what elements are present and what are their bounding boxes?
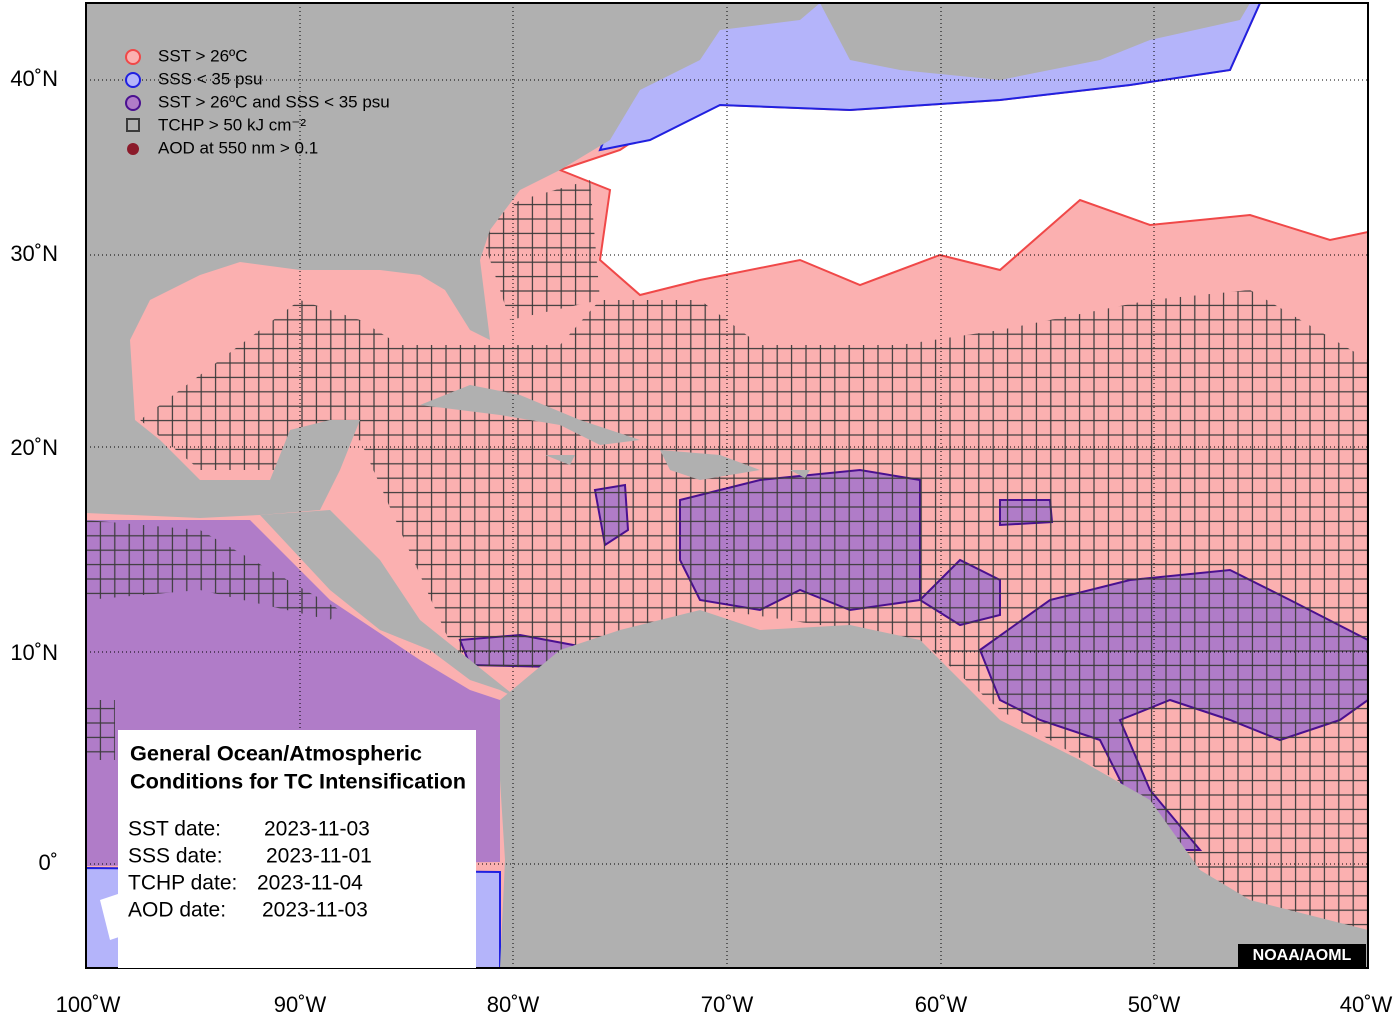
y-tick-label: 20˚N	[10, 435, 58, 460]
island	[420, 385, 810, 480]
legend-label: TCHP > 50 kJ cm⁻²	[158, 115, 306, 134]
legend-marker	[125, 72, 141, 88]
credit: NOAA/AOML	[1253, 947, 1352, 964]
info-box: General Ocean/Atmospheric Conditions for…	[118, 730, 476, 968]
credit-bg	[1238, 944, 1366, 967]
date-label: SST date:	[128, 818, 221, 841]
y-tick-label: 40˚N	[10, 66, 58, 91]
info-title: Conditions for TC Intensification	[130, 771, 466, 794]
x-tick-label: 90˚W	[274, 992, 327, 1017]
legend: SST > 26ºC SSS < 35 psu SST > 26ºC and S…	[125, 46, 390, 157]
legend-label: AOD at 550 nm > 0.1	[158, 138, 318, 157]
x-tick-label: 100˚W	[56, 992, 121, 1017]
frame	[85, 2, 1369, 969]
date-value: 2023-11-03	[262, 899, 368, 922]
info-title: General Ocean/Atmospheric	[130, 743, 422, 766]
land	[86, 3, 820, 518]
x-axis: 100˚W 90˚W 80˚W 70˚W 60˚W 50˚W 40˚W	[56, 992, 1393, 1017]
x-tick-label: 80˚W	[487, 992, 540, 1017]
y-axis: 40˚N 30˚N 20˚N 10˚N 0˚	[10, 66, 58, 875]
date-value: 2023-11-01	[266, 845, 372, 868]
legend-marker	[127, 143, 139, 155]
date-label: AOD date:	[128, 899, 226, 922]
x-tick-label: 40˚W	[1340, 992, 1393, 1017]
date-value: 2023-11-04	[257, 872, 363, 895]
x-tick-label: 60˚W	[915, 992, 968, 1017]
legend-marker	[126, 118, 140, 132]
info-box-bg	[118, 730, 476, 968]
y-tick-label: 0˚	[38, 850, 58, 875]
legend-label: SST > 26ºC and SSS < 35 psu	[158, 92, 390, 111]
date-label: TCHP date:	[128, 872, 237, 895]
legend-marker	[125, 49, 141, 65]
legend-marker	[125, 95, 141, 111]
x-tick-label: 50˚W	[1128, 992, 1181, 1017]
date-value: 2023-11-03	[264, 818, 370, 841]
y-tick-label: 10˚N	[10, 640, 58, 665]
legend-label: SSS < 35 psu	[158, 69, 262, 88]
land	[820, 3, 1250, 80]
legend-label: SST > 26ºC	[158, 46, 248, 65]
y-tick-label: 30˚N	[10, 241, 58, 266]
date-label: SSS date:	[128, 845, 223, 868]
land	[500, 610, 1368, 968]
x-tick-label: 70˚W	[701, 992, 754, 1017]
